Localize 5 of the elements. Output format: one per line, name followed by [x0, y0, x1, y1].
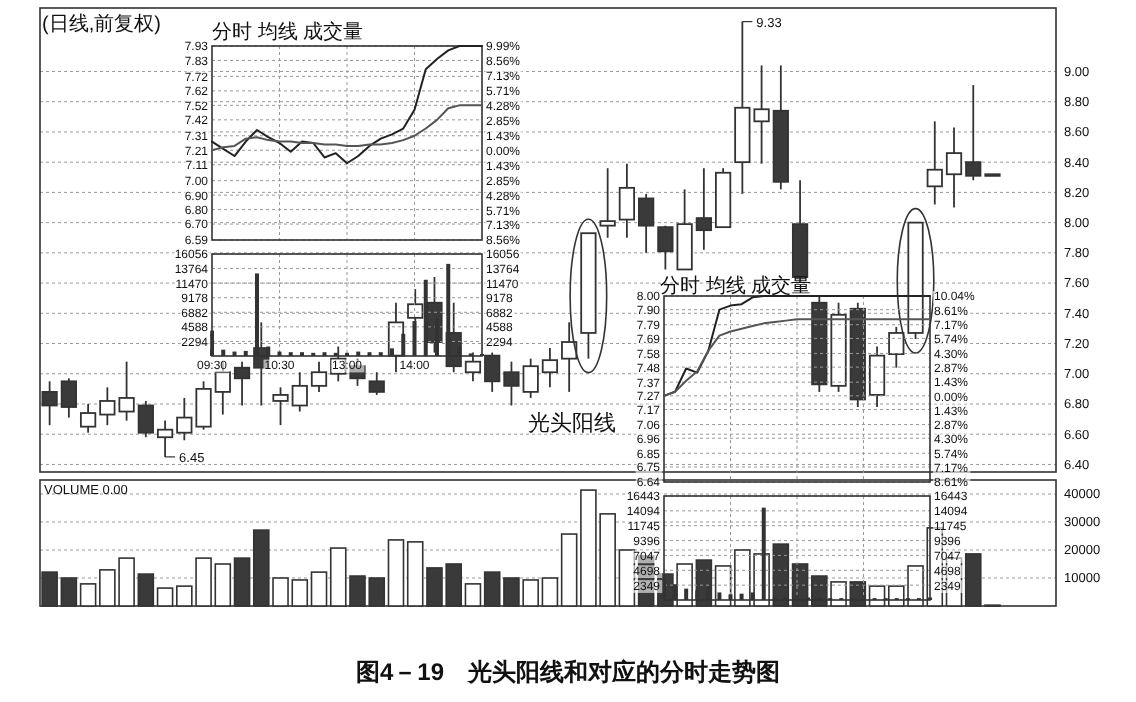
text: 图4－19 光头阳线和对应的分时走势图 — [355, 658, 781, 686]
chart-title: 分时 均线 成交量 — [212, 20, 364, 44]
annotation: (日线,前复权) — [42, 12, 161, 36]
chart-title: 分时 均线 成交量 — [660, 274, 812, 298]
annotation: 光头阳线 — [528, 410, 616, 436]
